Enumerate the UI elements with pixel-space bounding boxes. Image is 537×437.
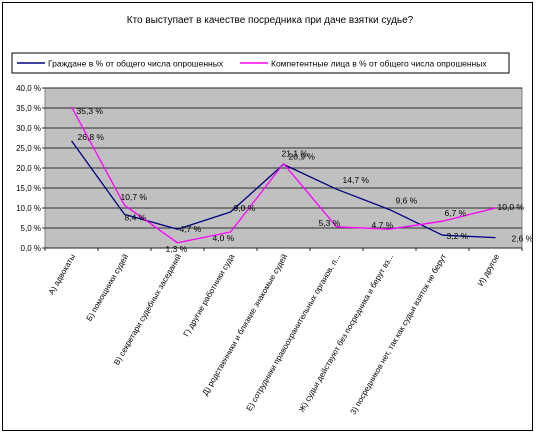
data-label-experts: 4,0 %: [213, 233, 235, 243]
data-label-citizens: 9,6 %: [396, 196, 418, 206]
y-tick-label: 0,0 %: [21, 244, 41, 253]
chart-frame: Кто выступает в качестве посредника при …: [2, 2, 534, 431]
legend-label-citizens: Граждане в % от общего числа опрошенных: [48, 59, 224, 69]
y-tick-label: 25,0 %: [16, 144, 41, 153]
y-axis-ticks: 0,0 % 5,0 % 10,0 % 15,0 % 20,0 % 25,0 % 30,0 %…: [16, 84, 45, 253]
data-label-citizens: 9,0 %: [234, 203, 256, 213]
x-tick-label: Б) помощники судей: [85, 253, 131, 323]
x-tick-label: Е) сотрудники правоохранительных органов…: [245, 253, 343, 413]
data-labels: 26,8 % 8,4 % 4,7 % 9,0 % 20,9 % 14,7 % 9,6 % 3,…: [77, 106, 534, 254]
data-label-experts: 1,3 %: [166, 244, 188, 254]
y-tick-label: 15,0 %: [16, 184, 41, 193]
x-tick-label: З) посредников нет, так как судьи взяток…: [348, 252, 448, 416]
data-label-experts: 4,7 %: [372, 220, 394, 230]
data-label-citizens: 26,8 %: [78, 132, 105, 142]
chart-title: Кто выступает в качестве посредника при …: [127, 15, 414, 26]
x-tick-label: А) адвокаты: [47, 252, 78, 296]
data-label-experts: 6,7 %: [445, 208, 467, 218]
y-tick-label: 35,0 %: [16, 104, 41, 113]
series-lines: [70, 106, 496, 244]
y-tick-label: 20,0 %: [16, 164, 41, 173]
data-label-experts: 5,3 %: [319, 218, 341, 228]
data-label-citizens: 8,4 %: [125, 212, 147, 222]
data-label-experts: 10,7 %: [121, 192, 148, 202]
legend-label-experts: Компетентные лица в % от общего числа оп…: [271, 59, 487, 69]
y-tick-label: 5,0 %: [21, 224, 41, 233]
legend: Граждане в % от общего числа опрошенных …: [11, 52, 510, 74]
data-label-experts: 21,1 %: [282, 149, 309, 159]
x-tick-label: Г) другие работники суда: [182, 252, 237, 338]
data-label-experts: 35,3 %: [77, 106, 104, 116]
x-tick-label: Ж) судьи действуют без посредника и беру…: [297, 253, 395, 414]
y-tick-label: 30,0 %: [16, 124, 41, 133]
data-label-experts: 10,0 %: [498, 202, 525, 212]
data-label-citizens: 4,7 %: [180, 224, 202, 234]
data-label-citizens: 14,7 %: [343, 175, 370, 185]
data-label-citizens: 3,2 %: [447, 231, 469, 241]
y-tick-label: 10,0 %: [16, 204, 41, 213]
data-label-citizens: 20,9 %: [289, 151, 316, 161]
x-tick-label: И) другое: [476, 252, 502, 288]
line-chart: Кто выступает в качестве посредника при …: [11, 15, 534, 416]
x-tick-label: Д) родственники и близкие знакомые судей: [201, 253, 290, 397]
y-tick-label: 40,0 %: [16, 84, 41, 93]
data-label-citizens: 2,6 %: [512, 234, 534, 244]
series-line-experts: [70, 106, 496, 244]
gridlines: [45, 87, 522, 249]
